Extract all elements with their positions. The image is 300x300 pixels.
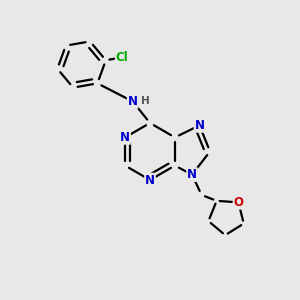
Text: O: O (233, 196, 244, 209)
Text: N: N (128, 95, 138, 108)
Text: N: N (145, 173, 155, 187)
Text: N: N (120, 131, 130, 144)
Text: N: N (187, 168, 197, 181)
Text: Cl: Cl (116, 51, 128, 64)
Text: H: H (141, 96, 150, 106)
Text: N: N (194, 119, 205, 132)
